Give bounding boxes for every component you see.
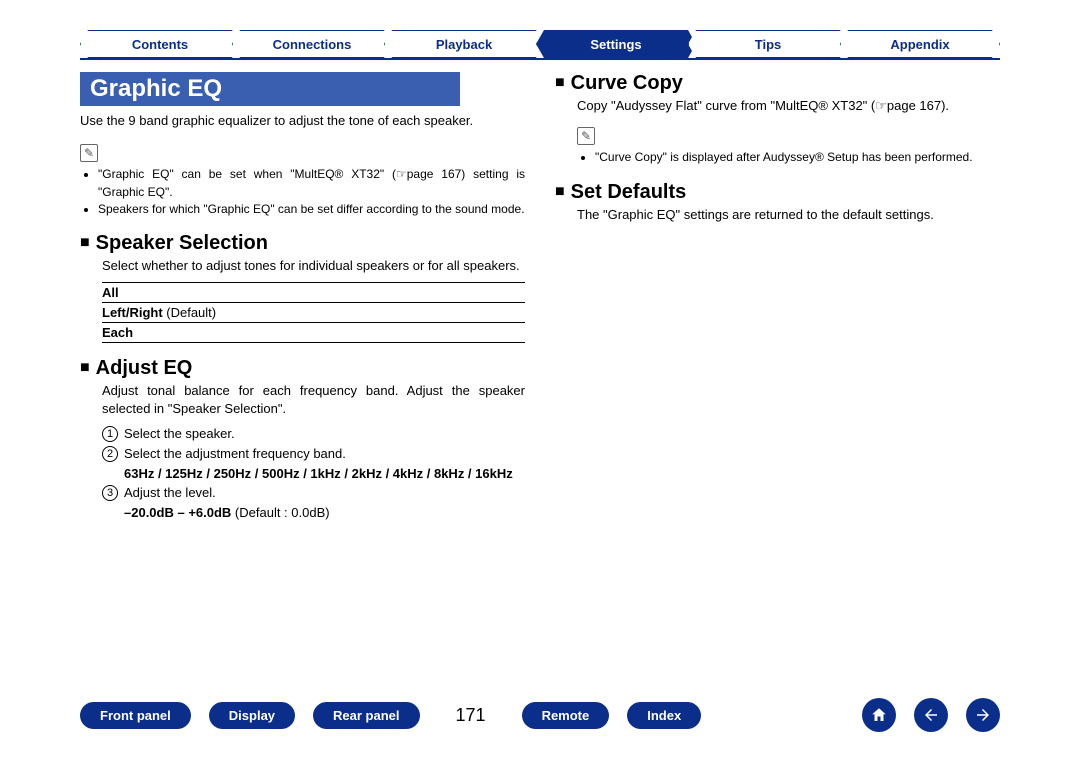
- range-bold: –20.0dB – +6.0dB: [124, 505, 231, 520]
- set-defaults-desc: The "Graphic EQ" settings are returned t…: [577, 206, 1000, 224]
- pill-label: Rear panel: [333, 708, 399, 723]
- tab-playback[interactable]: Playback: [384, 30, 544, 58]
- range-default: (Default : 0.0dB): [231, 505, 329, 520]
- section-set-defaults: Set Defaults: [555, 181, 1000, 204]
- step-text: Select the adjustment frequency band.: [124, 446, 346, 462]
- right-column: Curve Copy Copy "Audyssey Flat" curve fr…: [555, 72, 1000, 671]
- tab-label: Playback: [436, 37, 492, 52]
- tab-label: Settings: [590, 37, 641, 52]
- remote-button[interactable]: Remote: [522, 702, 610, 729]
- pencil-icon: ✎: [80, 144, 98, 162]
- page-content: Graphic EQ Use the 9 band graphic equali…: [80, 72, 1000, 671]
- section-curve-copy: Curve Copy: [555, 72, 1000, 95]
- step-3: 3 Adjust the level.: [102, 483, 525, 503]
- note-item: "Curve Copy" is displayed after Audyssey…: [595, 149, 1000, 166]
- pill-label: Remote: [542, 708, 590, 723]
- home-icon: [870, 706, 888, 724]
- step-text: Select the speaker.: [124, 426, 235, 442]
- arrow-right-icon: [974, 706, 992, 724]
- step-number-icon: 3: [102, 485, 118, 501]
- page-title: Graphic EQ: [80, 72, 460, 106]
- page-number: 171: [438, 705, 504, 726]
- speaker-selection-desc: Select whether to adjust tones for indiv…: [102, 257, 525, 275]
- tab-connections[interactable]: Connections: [232, 30, 392, 58]
- step-3-range: –20.0dB – +6.0dB (Default : 0.0dB): [124, 503, 525, 522]
- home-button[interactable]: [862, 698, 896, 732]
- tab-contents[interactable]: Contents: [80, 30, 240, 58]
- option-label: Each: [102, 325, 133, 340]
- adjust-eq-desc: Adjust tonal balance for each frequency …: [102, 382, 525, 418]
- note-item: "Graphic EQ" can be set when "MultEQ® XT…: [98, 166, 525, 201]
- arrow-left-icon: [922, 706, 940, 724]
- curve-copy-desc: Copy "Audyssey Flat" curve from "MultEQ®…: [577, 97, 1000, 115]
- tab-label: Contents: [132, 37, 188, 52]
- note-item: Speakers for which "Graphic EQ" can be s…: [98, 201, 525, 218]
- pill-label: Front panel: [100, 708, 171, 723]
- tab-label: Appendix: [890, 37, 949, 52]
- top-nav: Contents Connections Playback Settings T…: [80, 30, 1000, 58]
- display-button[interactable]: Display: [209, 702, 295, 729]
- step-1: 1 Select the speaker.: [102, 424, 525, 444]
- pill-label: Display: [229, 708, 275, 723]
- curve-copy-notes: "Curve Copy" is displayed after Audyssey…: [577, 149, 1000, 166]
- tab-label: Tips: [755, 37, 782, 52]
- tab-tips[interactable]: Tips: [688, 30, 848, 58]
- option-label: Left/Right: [102, 305, 163, 320]
- option-default: (Default): [163, 305, 216, 320]
- rear-panel-button[interactable]: Rear panel: [313, 702, 419, 729]
- step-number-icon: 2: [102, 446, 118, 462]
- top-nav-underline: [80, 58, 1000, 60]
- step-2: 2 Select the adjustment frequency band.: [102, 444, 525, 464]
- intro-text: Use the 9 band graphic equalizer to adju…: [80, 112, 525, 130]
- tab-settings[interactable]: Settings: [536, 30, 696, 58]
- step-text: Adjust the level.: [124, 485, 216, 501]
- option-label: All: [102, 285, 119, 300]
- tab-appendix[interactable]: Appendix: [840, 30, 1000, 58]
- step-2-bands: 63Hz / 125Hz / 250Hz / 500Hz / 1kHz / 2k…: [124, 464, 525, 483]
- index-button[interactable]: Index: [627, 702, 701, 729]
- left-column: Graphic EQ Use the 9 band graphic equali…: [80, 72, 525, 671]
- pill-label: Index: [647, 708, 681, 723]
- option-left-right: Left/Right (Default): [102, 302, 525, 322]
- pencil-icon: ✎: [577, 127, 595, 145]
- tab-label: Connections: [273, 37, 352, 52]
- bottom-nav: Front panel Display Rear panel 171 Remot…: [80, 699, 1000, 731]
- option-each: Each: [102, 322, 525, 343]
- front-panel-button[interactable]: Front panel: [80, 702, 191, 729]
- option-all: All: [102, 282, 525, 302]
- next-button[interactable]: [966, 698, 1000, 732]
- section-adjust-eq: Adjust EQ: [80, 357, 525, 380]
- section-speaker-selection: Speaker Selection: [80, 232, 525, 255]
- prev-button[interactable]: [914, 698, 948, 732]
- step-number-icon: 1: [102, 426, 118, 442]
- intro-notes: "Graphic EQ" can be set when "MultEQ® XT…: [80, 166, 525, 218]
